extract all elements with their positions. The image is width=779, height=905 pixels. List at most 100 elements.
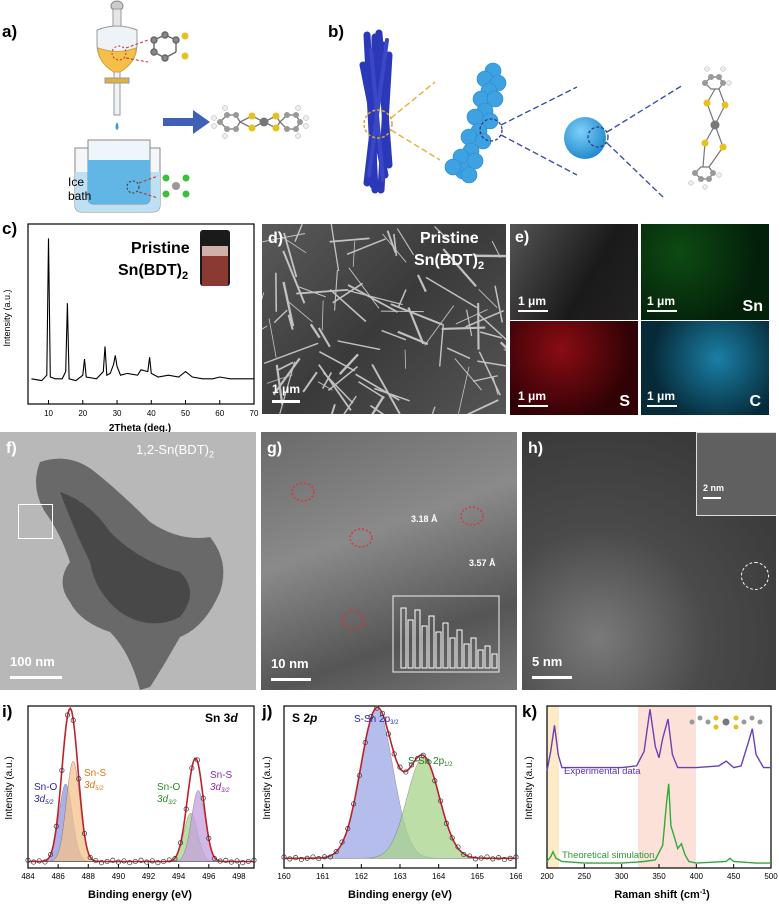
- sn-title: Sn 3d: [205, 711, 238, 725]
- data-point: [438, 798, 444, 804]
- x-tick-label: 250: [578, 872, 592, 881]
- panel-a-label: a): [2, 22, 18, 41]
- xps-s-chart: 160 161 162 163 164 165 166 S 2p S-Sn 2p3/2 S-…: [262, 705, 522, 901]
- x-tick-label: 161: [316, 872, 330, 881]
- sn-o-5-label: Sn-O: [34, 782, 58, 793]
- data-point: [414, 756, 420, 762]
- data-point: [228, 859, 234, 865]
- data-point: [339, 839, 345, 845]
- data-point: [496, 855, 502, 861]
- data-point: [98, 860, 105, 866]
- data-point: [409, 762, 415, 768]
- exp-label: Experimental data: [564, 766, 641, 777]
- svg-text:Raman shift (cm-1): Raman shift (cm-1): [614, 889, 710, 901]
- data-point: [513, 854, 519, 860]
- x-tick-label: 486: [51, 872, 65, 881]
- xrd-frame: [27, 223, 255, 405]
- data-point: [194, 757, 201, 763]
- data-point: [316, 856, 322, 862]
- data-point: [455, 844, 461, 850]
- data-point: [362, 740, 368, 746]
- data-point: [161, 858, 167, 865]
- data-point: [59, 767, 65, 773]
- data-point: [432, 778, 438, 784]
- x-tick-label: 166: [509, 872, 522, 881]
- data-point: [132, 858, 138, 865]
- data-point: [467, 853, 473, 859]
- data-point: [478, 855, 484, 861]
- x-tick-label: 40: [147, 409, 156, 418]
- svg-text:Binding energy (eV): Binding energy (eV): [348, 889, 452, 901]
- data-point: [70, 717, 76, 723]
- s-peak-1-label: S-Sn 2p3/2: [354, 714, 399, 726]
- d-spacing-2: 3.57 Å: [469, 558, 496, 568]
- data-point: [351, 801, 357, 807]
- data-point: [310, 854, 316, 860]
- data-point: [25, 857, 31, 863]
- haadf-image: 2 nm h) 5 nm: [522, 432, 776, 690]
- tem-image: f) 1,2-Sn(BDT)2 100 nm: [0, 432, 256, 690]
- sem-scale-label: 1 μm: [272, 382, 301, 396]
- data-point: [144, 859, 150, 865]
- data-point: [223, 857, 229, 863]
- tem-scale-bar: [10, 676, 62, 679]
- x-tick-label: 164: [432, 872, 446, 881]
- data-point: [426, 759, 432, 765]
- data-point: [245, 858, 251, 865]
- svg-text:Intensity (a.u.): Intensity (a.u.): [262, 756, 273, 819]
- data-point: [48, 851, 54, 858]
- x-tick-label: 490: [112, 872, 126, 881]
- panel-f-label: f): [6, 440, 17, 457]
- x-tick-label: 300: [615, 872, 629, 881]
- data-point: [472, 856, 478, 862]
- x-tick-label: 30: [113, 409, 122, 418]
- raman-band-1: [547, 706, 559, 868]
- panel-j-label: j): [262, 702, 273, 721]
- data-point: [391, 751, 397, 757]
- panel-c-label: c): [2, 219, 18, 238]
- data-point: [251, 857, 257, 863]
- x-tick-label: 20: [78, 409, 87, 418]
- svg-text:Intensity (a.u.): Intensity (a.u.): [524, 756, 535, 819]
- tem-title: 1,2-Sn(BDT)2: [136, 442, 214, 460]
- data-point: [121, 858, 127, 864]
- morphology-schematic: [359, 29, 732, 198]
- raman-chart: 200 250 300 350 400 450 500 Experimental data …: [524, 705, 778, 901]
- data-point: [327, 854, 333, 860]
- xrd-subtitle: Sn(BDT)2: [118, 262, 189, 283]
- data-point: [374, 705, 380, 711]
- x-tick-label: 162: [355, 872, 369, 881]
- panel-e-label: e): [515, 229, 530, 246]
- sem-subtitle: Sn(BDT)2: [414, 252, 485, 273]
- data-point: [87, 855, 93, 861]
- panel-i-label: i): [2, 702, 13, 721]
- data-point: [189, 765, 195, 771]
- x-tick-label: 50: [181, 409, 190, 418]
- raman-molecule-icon: [689, 715, 763, 730]
- data-point: [172, 856, 178, 862]
- panel-h-label: h): [528, 440, 544, 457]
- xrd-title: Pristine: [131, 240, 190, 257]
- data-point: [298, 856, 304, 863]
- svg-text:3d3/2: 3d3/2: [210, 782, 230, 794]
- data-point: [206, 835, 212, 841]
- eds-s-map: 1 μm S: [510, 321, 638, 415]
- panel-b-label: b): [328, 22, 345, 41]
- data-point: [93, 857, 99, 864]
- data-point: [36, 858, 42, 864]
- data-point: [127, 860, 133, 866]
- data-point: [461, 851, 467, 858]
- data-point: [211, 855, 217, 862]
- data-point: [53, 823, 59, 829]
- data-point: [287, 856, 293, 862]
- data-point: [200, 795, 206, 801]
- x-tick-label: 496: [202, 872, 216, 881]
- data-point: [81, 831, 88, 837]
- data-point: [149, 858, 155, 864]
- data-point: [380, 710, 386, 716]
- xrd-pattern-line: [31, 238, 254, 382]
- data-point: [304, 855, 310, 861]
- data-point: [31, 859, 37, 865]
- eds-sem-image: e) 1 μm: [510, 224, 638, 320]
- data-point: [293, 855, 299, 861]
